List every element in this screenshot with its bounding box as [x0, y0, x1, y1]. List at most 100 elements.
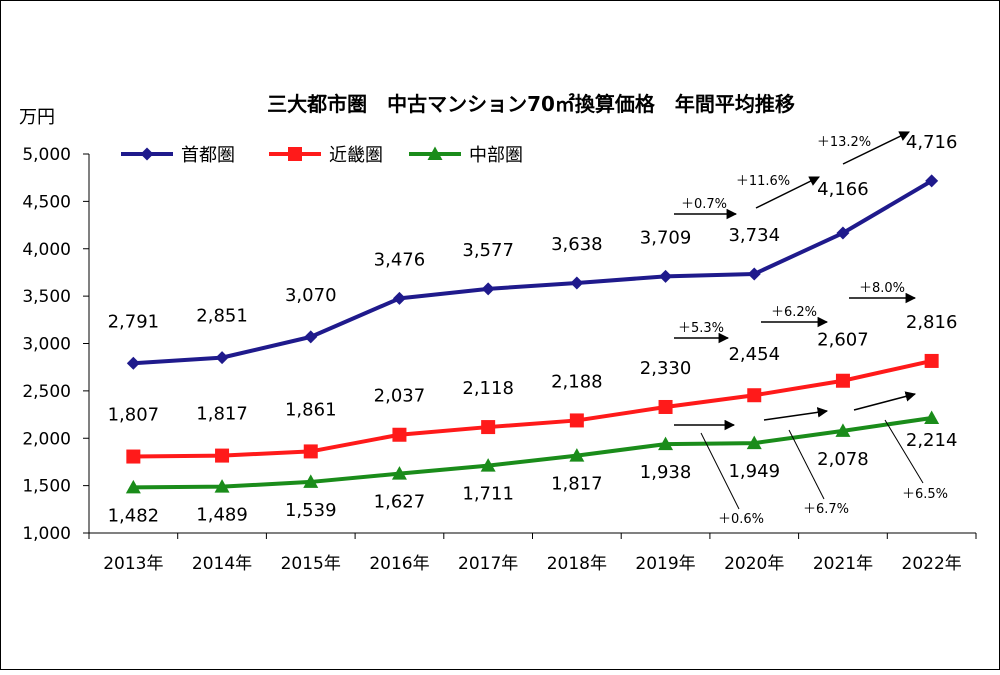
data-point [304, 330, 318, 344]
data-label: 2,607 [817, 330, 869, 351]
axes: 1,000 1,500 2,000 2,500 3,000 3,500 4,000 4,500… [22, 145, 977, 574]
y-tick-label: 2,500 [22, 382, 71, 402]
data-label: 3,070 [285, 285, 337, 306]
data-point [747, 267, 761, 281]
series-line [133, 358, 933, 459]
data-point [658, 436, 674, 451]
data-label: 2,851 [196, 306, 248, 327]
growth-annotation: ＋5.3% [674, 321, 730, 344]
data-point [746, 435, 762, 450]
data-label: 2,214 [906, 430, 958, 451]
data-label: 1,817 [196, 404, 248, 425]
data-label: 1,711 [462, 484, 514, 505]
data-point [392, 291, 406, 305]
series-diamond: 2,791 2,851 3,070 3,476 3,577 3,638 3,709 3,734… [108, 132, 958, 370]
series-square: 1,807 1,817 1,861 2,037 2,118 2,188 2,330 2,454… [108, 312, 958, 464]
growth-annotation: ＋0.7% [674, 197, 738, 220]
data-label: 2,816 [906, 312, 958, 333]
legend-label: 首都圏 [181, 145, 235, 166]
series-line [133, 415, 932, 490]
legend-item-diamond: 首都圏 [121, 145, 235, 166]
x-tick-label: 2016年 [369, 554, 429, 574]
leader-line [884, 419, 924, 484]
x-tick-label: 2014年 [192, 554, 252, 574]
growth-rate-label: ＋11.6% [736, 174, 790, 189]
growth-annotation: ＋6.5% [853, 391, 948, 502]
growth-arrow [842, 131, 910, 165]
data-label: 1,807 [108, 405, 160, 426]
x-tick-label: 2021年 [813, 554, 873, 574]
data-point [924, 410, 940, 424]
y-tick-label: 4,500 [22, 192, 71, 212]
data-point [125, 479, 141, 494]
y-tick-label: 3,000 [22, 335, 71, 355]
data-point [570, 276, 584, 290]
data-point [924, 353, 939, 368]
data-label: 2,037 [374, 386, 426, 407]
legend-marker [140, 147, 154, 161]
data-label: 2,454 [728, 344, 780, 365]
leader-line [788, 429, 825, 500]
growth-rate-label: ＋6.5% [902, 487, 948, 502]
growth-arrow [755, 176, 820, 209]
data-label: 3,709 [640, 227, 692, 248]
data-point [481, 282, 495, 296]
x-tick-label: 2022年 [902, 554, 962, 574]
x-tick-label: 2018年 [547, 554, 607, 574]
x-tick-label: 2020年 [724, 554, 784, 574]
x-tick-label: 2013年 [103, 554, 163, 574]
leader-line [700, 432, 740, 510]
data-label: 2,188 [551, 371, 603, 392]
legend-item-square: 近畿圏 [269, 145, 383, 166]
growth-rate-label: ＋5.3% [678, 321, 724, 336]
growth-arrow [853, 391, 917, 411]
data-point [214, 479, 230, 493]
growth-rate-label: ＋13.2% [817, 135, 871, 150]
data-label: 1,539 [285, 500, 337, 521]
data-label: 1,627 [374, 492, 426, 513]
growth-rate-label: ＋8.0% [859, 281, 905, 296]
data-point [835, 373, 850, 388]
y-tick-label: 2,000 [22, 429, 71, 449]
legend-marker [288, 147, 302, 161]
chart-title: 三大都市圏 中古マンション70㎡換算価格 年間平均推移 [267, 92, 795, 116]
data-label: 4,166 [817, 179, 869, 200]
data-point [126, 356, 140, 370]
data-point [835, 423, 851, 437]
data-point [392, 427, 407, 442]
growth-annotation: ＋11.6% [736, 174, 820, 209]
legend: 首都圏 近畿圏 中部圏 [121, 145, 523, 166]
legend-label: 近畿圏 [329, 145, 383, 166]
data-point [391, 466, 407, 480]
data-label: 1,817 [551, 474, 603, 495]
series-layer: 2,791 2,851 3,070 3,476 3,577 3,638 3,709 3,734… [108, 132, 958, 526]
growth-annotation: ＋6.2% [761, 305, 829, 328]
y-axis-unit: 万円 [19, 107, 55, 128]
legend-label: 中部圏 [469, 145, 523, 166]
data-point [303, 444, 318, 459]
data-label: 4,716 [906, 132, 958, 153]
data-label: 1,482 [108, 505, 160, 526]
data-point [303, 474, 319, 488]
data-point [215, 448, 230, 463]
data-point [481, 420, 496, 435]
y-tick-label: 1,500 [22, 477, 71, 497]
growth-annotation: ＋0.6% [674, 419, 764, 527]
data-label: 1,861 [285, 399, 337, 420]
growth-annotation: ＋13.2% [817, 131, 910, 165]
legend-item-triangle: 中部圏 [409, 145, 523, 166]
growth-rate-label: ＋6.7% [803, 502, 849, 517]
data-label: 1,489 [196, 505, 248, 526]
growth-annotation: ＋6.7% [763, 407, 849, 517]
data-point [215, 351, 229, 365]
data-point [126, 449, 141, 464]
data-label: 3,577 [462, 240, 514, 261]
data-point [659, 269, 673, 283]
growth-annotations: ＋0.7% ＋11.6% ＋13.2% ＋5.3% ＋6.2% ＋8.0% ＋0.6% ＋6.… [674, 131, 948, 527]
data-label: 1,938 [640, 462, 692, 483]
growth-rate-label: ＋6.2% [771, 305, 817, 320]
data-label: 1,949 [728, 461, 780, 482]
data-point [747, 388, 762, 403]
